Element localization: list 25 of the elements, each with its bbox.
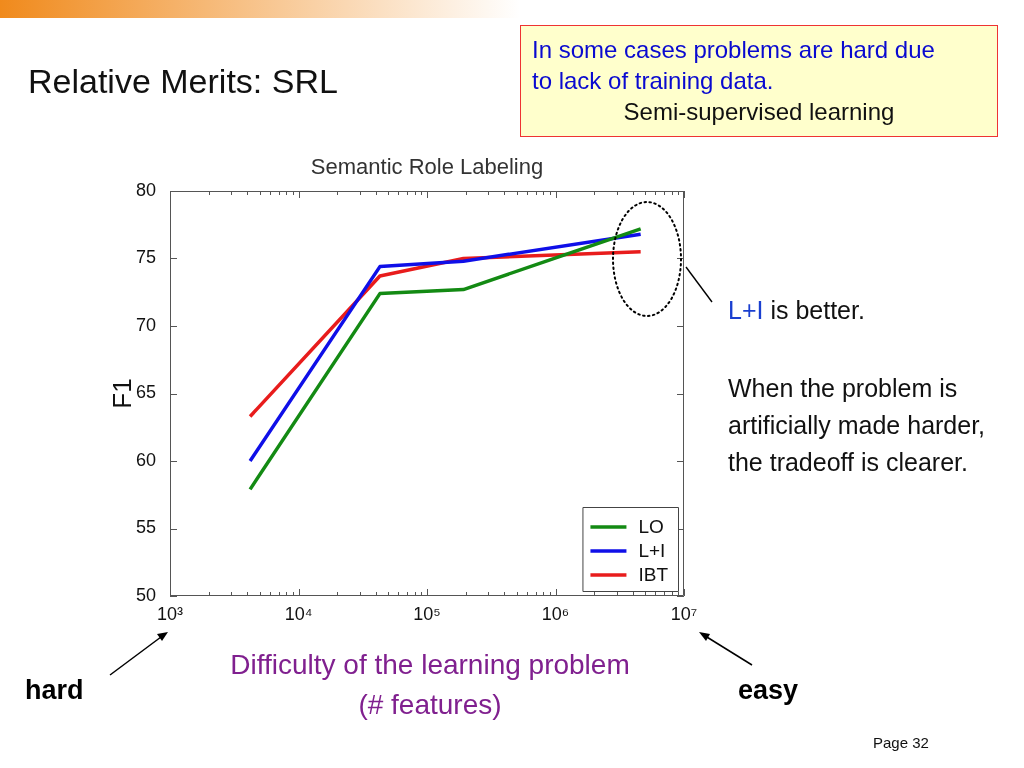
legend-label: LO	[638, 516, 664, 538]
x-axis-title: Difficulty of the learning problem (# features)	[229, 648, 631, 722]
y-tick-label: 65	[135, 382, 156, 403]
y-tick-label: 80	[135, 179, 156, 200]
x-tick-label: 10⁷	[670, 603, 698, 624]
text: When the problem is artificially made harder, the tradeoff is clearer.	[728, 373, 987, 478]
legend-label: L+I	[638, 540, 666, 562]
x-tick-label: 10⁴	[284, 603, 313, 624]
chart-subtitle: Semantic Role Labeling	[310, 154, 544, 179]
x-tick-label: 10³	[156, 603, 184, 624]
y-tick-label: 70	[135, 314, 156, 335]
x-tick-label: 10⁵	[413, 603, 441, 624]
y-tick-label: 55	[135, 517, 156, 538]
y-tick-label: 50	[135, 584, 156, 605]
note-box: In some cases problems are hard due to lack of training data. Semi-supervised learning	[520, 25, 998, 137]
text: easy	[738, 675, 799, 706]
y-tick-label: 60	[135, 449, 156, 470]
x-tick-label: 10⁶	[541, 603, 570, 624]
chart-title: Relative Merits: SRL	[28, 62, 338, 101]
text: Page 32	[873, 734, 929, 751]
text: L+I is better.	[728, 296, 865, 325]
y-tick-label: 75	[135, 247, 156, 268]
y-axis-title: F1	[106, 378, 137, 409]
text: hard	[25, 675, 84, 706]
legend-label: IBT	[638, 564, 669, 586]
